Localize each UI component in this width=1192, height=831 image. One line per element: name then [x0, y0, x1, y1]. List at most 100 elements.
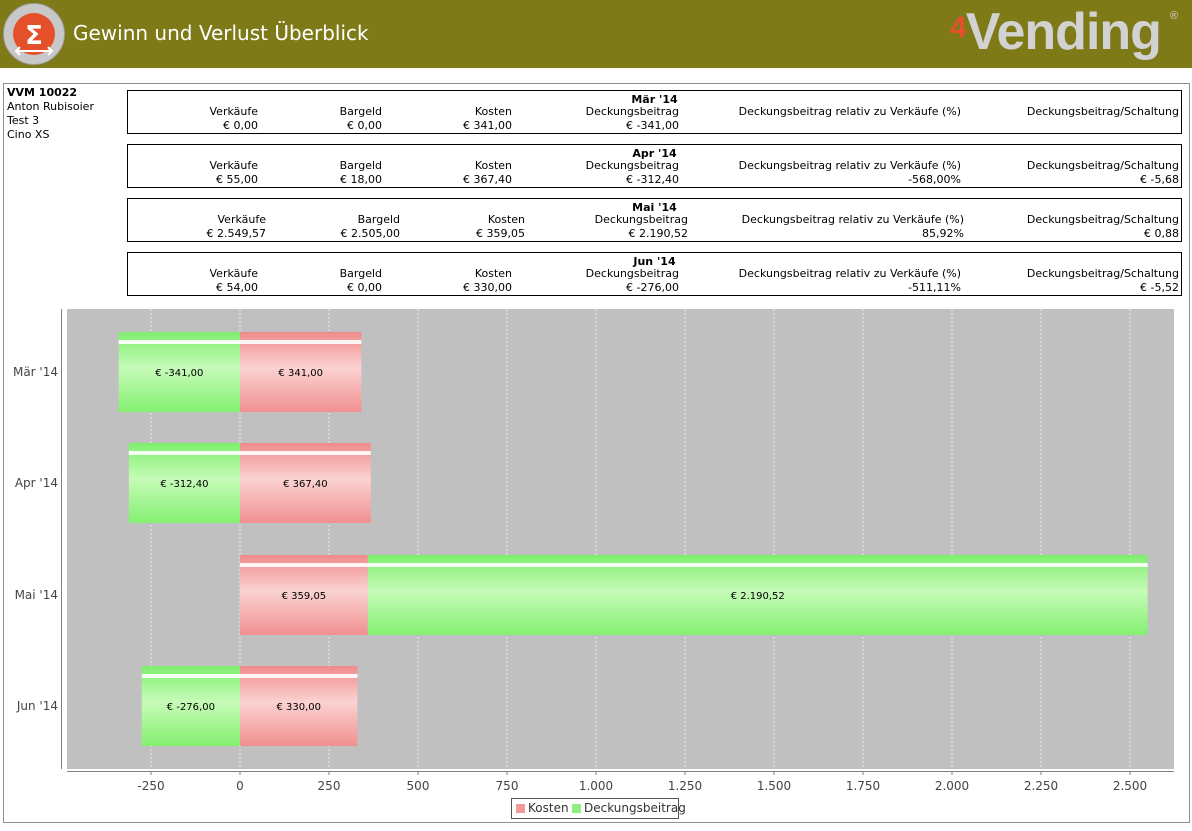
month-table-value: € -5,68: [1140, 173, 1179, 186]
month-table-value: € 341,00: [463, 119, 512, 132]
month-table-value: € 330,00: [463, 281, 512, 294]
category-label: Mär '14: [13, 365, 58, 379]
bar-kosten: [240, 443, 371, 523]
x-tick-label: 2.500: [1113, 779, 1147, 793]
x-tick-label: -250: [137, 779, 164, 793]
legend-label-deckungsbeitrag: Deckungsbeitrag: [584, 801, 686, 815]
month-table-header: Verkäufe: [217, 213, 267, 226]
x-tick-label: 1.000: [579, 779, 613, 793]
month-table-value: € 0,00: [347, 281, 382, 294]
bar-highlight: [240, 340, 362, 344]
bar-kosten: [240, 332, 362, 412]
bar-deckungsbeitrag: [141, 666, 240, 746]
category-label: Mai '14: [15, 588, 58, 602]
legend-swatch-deckungsbeitrag: [572, 804, 581, 813]
month-table-value: € 55,00: [216, 173, 258, 186]
month-table-header: Kosten: [474, 105, 512, 118]
bar-kosten: [240, 555, 368, 635]
month-table-value: € 18,00: [340, 173, 382, 186]
month-table-header: Deckungsbeitrag: [585, 159, 679, 172]
bar-highlight: [128, 451, 240, 455]
x-tick-label: 0: [236, 779, 244, 793]
month-table-header: Deckungsbeitrag relativ zu Verkäufe (%): [741, 213, 964, 226]
app-header: Σ Gewinn und Verlust Überblick 4Vending …: [0, 0, 1192, 68]
month-table-header: Bargeld: [339, 267, 382, 280]
month-table-value: € 54,00: [216, 281, 258, 294]
month-table-header: Bargeld: [339, 105, 382, 118]
machine-owner: Anton Rubisoier: [7, 100, 94, 113]
month-table-title: Mai '14: [632, 201, 677, 214]
svg-text:Σ: Σ: [25, 21, 43, 51]
bar-highlight: [240, 563, 368, 567]
bar-highlight: [367, 563, 1148, 567]
month-table-header: Verkäufe: [209, 159, 259, 172]
bar-data-label: € -312,40: [160, 479, 208, 490]
legend-label-kosten: Kosten: [528, 801, 569, 815]
month-table-value: € -341,00: [626, 119, 679, 132]
month-table-header: Kosten: [487, 213, 525, 226]
month-table-title: Jun '14: [633, 255, 676, 268]
bar-data-label: € -341,00: [155, 368, 203, 379]
x-tick-label: 500: [407, 779, 430, 793]
plot-left-rule: [61, 309, 62, 769]
bar-highlight: [141, 674, 240, 678]
month-table: Mai '14 Verkäufe € 2.549,57 Bargeld € 2.505,…: [127, 198, 1182, 242]
month-table: Jun '14 Verkäufe € 54,00 Bargeld € 0,00 Koste…: [127, 252, 1182, 296]
bar-data-label: € 330,00: [276, 702, 321, 713]
month-table-header: Verkäufe: [209, 267, 259, 280]
bar-data-label: € 367,40: [283, 479, 328, 490]
month-table-value: -511,11%: [908, 281, 961, 294]
month-table: Apr '14 Verkäufe € 55,00 Bargeld € 18,00 Kost…: [127, 144, 1182, 188]
month-table-value: € 0,88: [1144, 227, 1179, 240]
bar-data-label: € -276,00: [167, 702, 215, 713]
month-table-value: € 2.549,57: [206, 227, 266, 240]
machine-id: VVM 10022: [7, 86, 78, 99]
x-tick-label: 1.750: [846, 779, 880, 793]
bar-highlight: [118, 340, 240, 344]
month-table-value: € 2.190,52: [628, 227, 688, 240]
report-panel: [3, 83, 1190, 823]
sigma-logo-icon: Σ: [3, 3, 65, 65]
machine-model: Cino XS: [7, 128, 50, 141]
x-axis-line: [67, 771, 1174, 772]
bar-deckungsbeitrag: [367, 555, 1148, 635]
legend-swatch-kosten: [516, 804, 525, 813]
category-label: Jun '14: [16, 699, 58, 713]
month-table-header: Deckungsbeitrag/Schaltung: [1026, 159, 1179, 172]
month-table-header: Deckungsbeitrag: [585, 105, 679, 118]
bar-data-label: € 359,05: [282, 591, 327, 602]
month-table-value: € -5,52: [1140, 281, 1179, 294]
month-table-value: € 0,00: [223, 119, 258, 132]
month-table-header: Kosten: [474, 267, 512, 280]
brand-registered-mark: ®: [1170, 10, 1178, 22]
bar-data-label: € 2.190,52: [731, 591, 785, 602]
machine-info: VVM 10022 Anton Rubisoier Test 3 Cino XS: [7, 86, 94, 142]
x-tick-label: 2.250: [1024, 779, 1058, 793]
month-table-header: Deckungsbeitrag: [594, 213, 688, 226]
x-tick-label: 2.000: [935, 779, 969, 793]
x-tick-label: 250: [318, 779, 341, 793]
bar-highlight: [240, 674, 358, 678]
category-label: Apr '14: [15, 476, 58, 490]
bar-data-label: € 341,00: [278, 368, 323, 379]
machine-test: Test 3: [7, 114, 40, 127]
month-table-header: Kosten: [474, 159, 512, 172]
month-table-header: Verkäufe: [209, 105, 259, 118]
month-table-title: Apr '14: [632, 147, 677, 160]
month-table-header: Deckungsbeitrag/Schaltung: [1026, 213, 1179, 226]
month-table-value: € -312,40: [626, 173, 679, 186]
month-table-header: Deckungsbeitrag relativ zu Verkäufe (%): [738, 159, 961, 172]
month-table-header: Bargeld: [357, 213, 400, 226]
x-tick-label: 750: [496, 779, 519, 793]
month-table-header: Bargeld: [339, 159, 382, 172]
month-table-value: 85,92%: [922, 227, 964, 240]
app-title: Gewinn und Verlust Überblick: [73, 21, 369, 45]
bar-deckungsbeitrag: [128, 443, 240, 523]
month-table-value: -568,00%: [908, 173, 961, 186]
month-table-header: Deckungsbeitrag relativ zu Verkäufe (%): [738, 267, 961, 280]
month-table-value: € 2.505,00: [340, 227, 400, 240]
brand-logo: 4Vending ®: [950, 2, 1178, 62]
month-table: Mär '14 Verkäufe € 0,00 Bargeld € 0,00 Kosten…: [127, 90, 1182, 134]
bar-deckungsbeitrag: [118, 332, 240, 412]
